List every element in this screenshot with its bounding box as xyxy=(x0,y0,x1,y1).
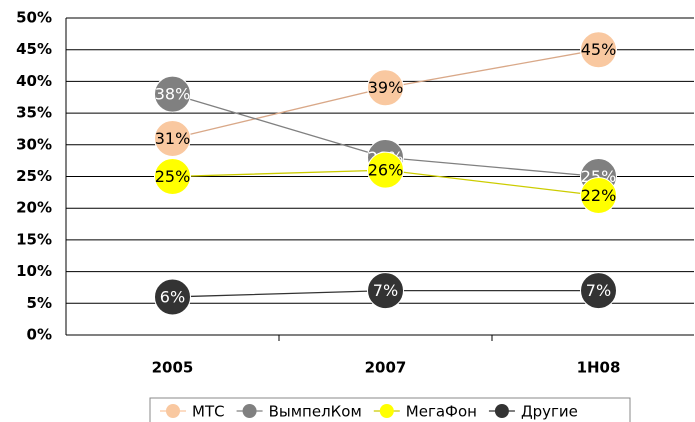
marker xyxy=(367,69,404,107)
legend-label: Другие xyxy=(521,403,578,421)
legend-marker xyxy=(166,404,180,418)
data-label: 31% xyxy=(155,129,191,148)
marker xyxy=(154,278,191,316)
marker xyxy=(154,158,191,195)
legend-marker xyxy=(494,404,509,418)
marker xyxy=(580,31,617,69)
y-tick-label: 20% xyxy=(16,199,52,217)
data-label: 22% xyxy=(581,186,617,205)
data-label: 39% xyxy=(368,78,404,97)
data-label: 26% xyxy=(368,161,404,180)
x-tick-label: 2007 xyxy=(365,359,407,377)
y-tick-label: 0% xyxy=(27,326,52,344)
data-label: 7% xyxy=(373,281,398,300)
legend-label: ВымпелКом xyxy=(269,403,362,421)
marker xyxy=(154,119,191,157)
y-tick-label: 25% xyxy=(16,167,52,185)
data-label: 25% xyxy=(155,167,191,186)
legend-label: МТС xyxy=(192,403,225,421)
legend-label: МегаФон xyxy=(406,403,477,421)
y-tick-label: 35% xyxy=(16,104,52,122)
data-label: 45% xyxy=(581,40,617,59)
y-tick-label: 30% xyxy=(16,135,52,153)
y-tick-label: 5% xyxy=(27,294,52,312)
y-tick-label: 50% xyxy=(16,9,52,27)
x-tick-label: 1H08 xyxy=(577,359,621,377)
data-label: 38% xyxy=(155,85,191,104)
y-tick-label: 45% xyxy=(16,40,52,58)
legend-marker xyxy=(379,404,394,418)
legend: МТС ВымпелКом МегаФон Другие xyxy=(149,397,631,422)
data-label: 6% xyxy=(160,287,185,306)
marker xyxy=(154,75,191,113)
legend-marker xyxy=(242,404,257,418)
data-label: 7% xyxy=(586,281,611,300)
y-tick-label: 15% xyxy=(16,230,52,248)
y-tick-label: 40% xyxy=(16,72,52,90)
marker xyxy=(367,272,404,310)
marker xyxy=(580,177,617,215)
marker xyxy=(367,151,404,189)
y-tick-label: 10% xyxy=(16,262,52,280)
x-tick-label: 2005 xyxy=(152,359,194,377)
marker xyxy=(580,272,617,310)
